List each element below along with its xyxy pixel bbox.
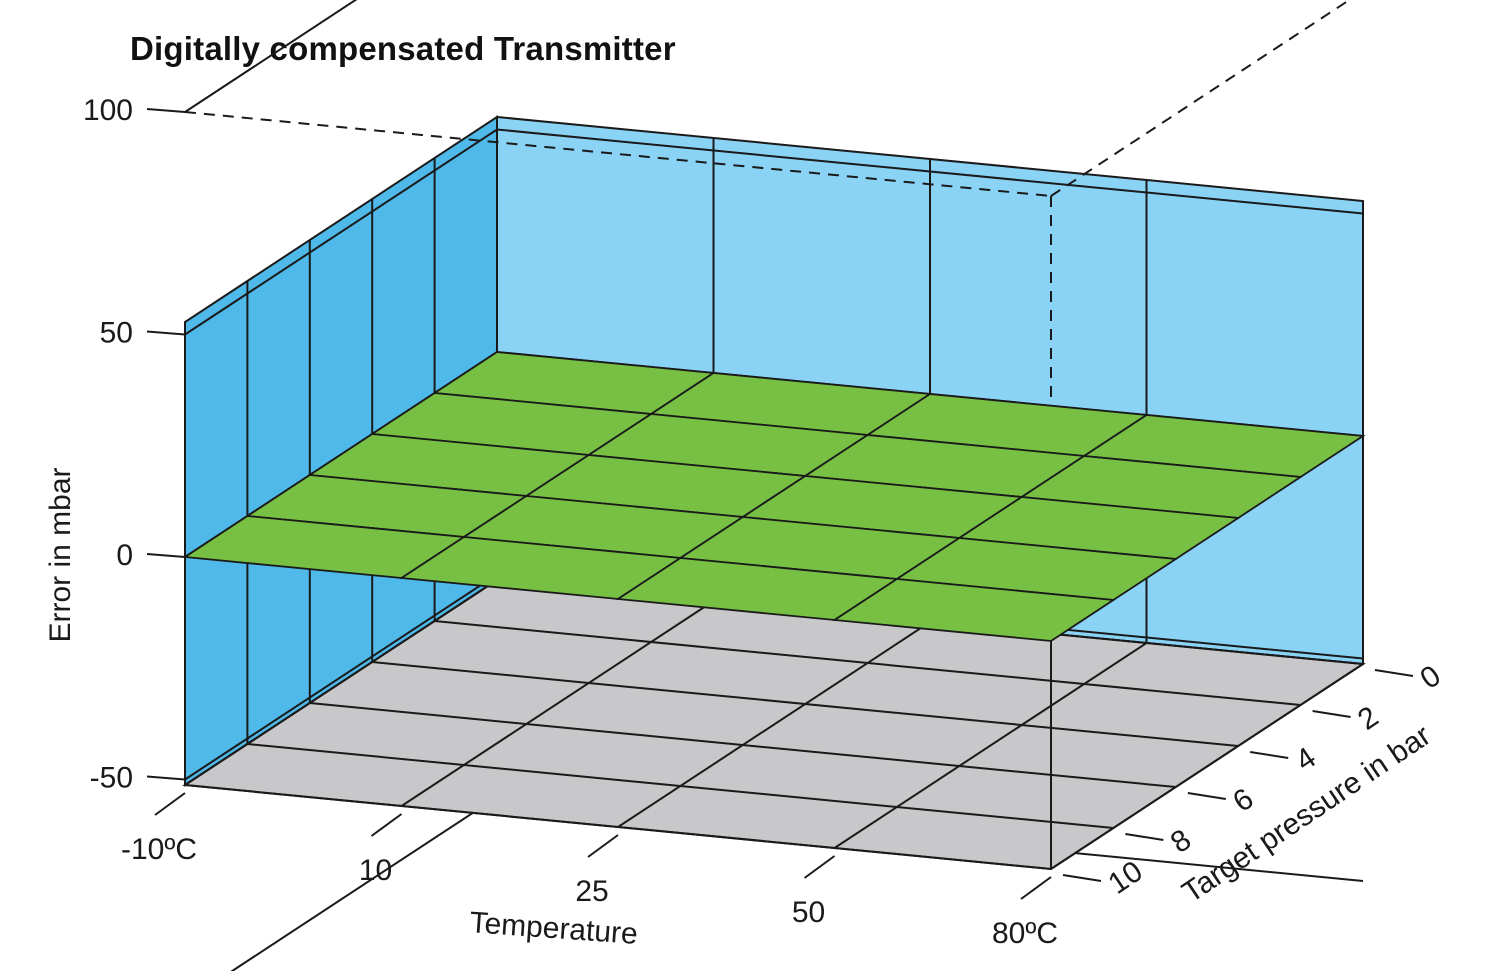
z-tick-label: 0: [116, 539, 133, 572]
wall-gridline-0: [184, 0, 358, 113]
floor-press-line-5: [184, 784, 1052, 870]
reference-line-pressure: [1050, 0, 1352, 197]
z-tick-label: 50: [100, 317, 133, 350]
floor-temp-line-2: [617, 621, 931, 828]
pressure-tick-label: 6: [1227, 782, 1259, 819]
z-tick-label: -50: [90, 762, 133, 795]
z-axis-title: Error in mbar: [44, 467, 77, 642]
floor-press-line-4: [247, 743, 1114, 829]
floor-press-line-2: [372, 661, 1239, 747]
temperature-tick-mark: [587, 834, 619, 858]
z-tick-mark: [146, 775, 186, 781]
floor-temp-line-4: [1050, 663, 1364, 870]
temperature-tick-mark: [154, 792, 186, 816]
pressure-tick-mark: [1187, 792, 1226, 800]
temperature-tick-label: 25: [575, 875, 608, 908]
pressure-tick-mark: [1125, 833, 1164, 841]
pressure-tick-label: 8: [1165, 823, 1197, 860]
temperature-tick-label: 80ºC: [992, 917, 1058, 950]
floor-temp-line-3: [833, 642, 1148, 849]
pressure-tick-label: 2: [1352, 700, 1384, 737]
z-tick-mark: [146, 553, 186, 558]
reference-lines: [184, 0, 1352, 869]
pressure-tick-mark: [1312, 710, 1351, 718]
temperature-tick-label: 10: [359, 854, 392, 887]
pressure-tick-mark: [1250, 751, 1289, 759]
floor-press-line-3: [309, 702, 1176, 788]
surface-cell: [831, 578, 1117, 642]
temperature-tick-mark: [803, 855, 836, 879]
temperature-tick-mark: [370, 813, 403, 837]
z-tick-mark: [146, 108, 186, 113]
reference-line-temperature: [184, 111, 1052, 197]
z-tick-label: 100: [83, 94, 133, 127]
temperature-tick-label: 50: [792, 896, 825, 929]
pressure-tick-mark: [1374, 669, 1414, 677]
pressure-tick-mark: [1062, 874, 1102, 882]
temperature-tick-mark: [1020, 876, 1052, 900]
chart-title: Digitally compensated Transmitter: [130, 30, 676, 67]
floor-temp-line-1: [400, 600, 715, 807]
error-surface: [182, 351, 1366, 642]
pressure-tick-label: 0: [1414, 659, 1446, 696]
pressure-tick-label: 4: [1290, 741, 1322, 778]
pressure-tick-label: 10: [1102, 855, 1148, 901]
temperature-axis-title: Temperature: [469, 906, 639, 951]
z-tick-mark: [146, 330, 186, 336]
floor-temp-line-0: [184, 579, 498, 786]
floor-press-line-1: [434, 620, 1301, 706]
temperature-tick-label: -10ºC: [121, 833, 197, 866]
chart-floor: [182, 578, 1366, 871]
